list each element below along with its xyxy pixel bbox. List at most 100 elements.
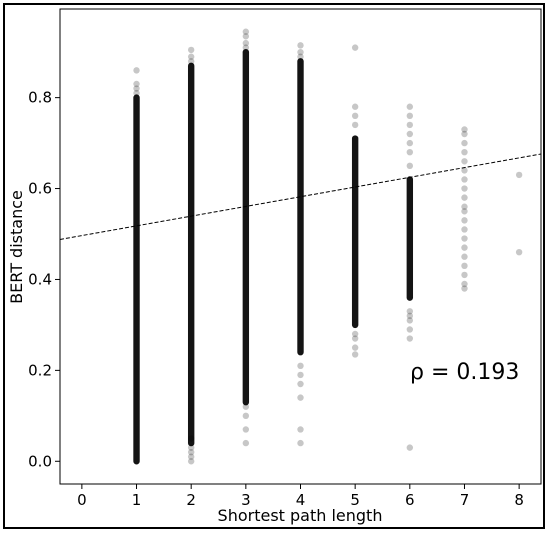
trend-line-group xyxy=(59,153,542,240)
scatter-point xyxy=(406,317,414,324)
scatter-point xyxy=(351,44,359,51)
y-axis-ticks: 0.0 0.2 0.4 0.6 0.8 xyxy=(28,89,60,470)
x-tick-label: 0 xyxy=(77,491,87,509)
scatter-point xyxy=(461,226,468,233)
scatter-point xyxy=(242,412,250,420)
x-tick-label: 4 xyxy=(296,491,306,509)
scatter-point xyxy=(406,444,414,451)
scatter-point xyxy=(297,439,304,447)
x-tick-label: 3 xyxy=(241,491,251,509)
scatter-point xyxy=(351,335,359,342)
scatter-point xyxy=(461,185,468,192)
scatter-point xyxy=(461,217,468,224)
scatter-point xyxy=(242,28,250,35)
scatter-point xyxy=(461,167,468,174)
x-axis-label: Shortest path length xyxy=(218,506,383,525)
scatter-point xyxy=(406,308,414,315)
scatter-point xyxy=(461,208,468,215)
scatter-point xyxy=(187,46,195,54)
scatter-point xyxy=(187,53,195,60)
scatter-point xyxy=(187,444,195,451)
scatter-point xyxy=(406,130,414,138)
scatter-point xyxy=(297,53,304,60)
scatter-point xyxy=(461,235,468,242)
dense-point-cluster xyxy=(351,135,359,329)
scatter-point xyxy=(297,380,304,388)
scatter-point xyxy=(187,453,195,460)
scatter-point xyxy=(406,335,414,342)
scatter-point xyxy=(351,112,359,120)
scatter-point xyxy=(461,176,468,183)
scatter-point xyxy=(242,403,250,410)
scatter-point xyxy=(242,39,250,47)
x-tick-label: 8 xyxy=(514,491,524,509)
y-tick-label: 0.8 xyxy=(28,89,52,107)
scatter-point xyxy=(133,80,140,88)
scatter-point xyxy=(351,351,359,358)
scatter-point xyxy=(461,130,468,138)
dense-point-cluster xyxy=(187,62,195,447)
scatter-point xyxy=(133,67,140,74)
scatter-point xyxy=(351,344,359,351)
scatter-point xyxy=(461,139,468,147)
scatter-point xyxy=(242,33,250,40)
scatter-point xyxy=(406,148,414,156)
dense-point-cluster xyxy=(133,94,140,465)
scatter-point xyxy=(297,42,304,49)
scatter-point xyxy=(461,280,468,288)
y-tick-label: 0.2 xyxy=(28,361,52,379)
scatter-point xyxy=(351,330,359,338)
x-tick-label: 7 xyxy=(460,491,470,509)
scatter-point xyxy=(133,85,140,92)
scatter-point xyxy=(242,426,250,433)
scatter-point xyxy=(406,312,414,320)
scatter-point xyxy=(297,371,304,379)
figure-frame xyxy=(3,3,545,529)
correlation-annotation: ρ = 0.193 xyxy=(410,360,519,385)
scatter-point xyxy=(187,435,195,442)
dense-point-cluster xyxy=(242,48,250,406)
scatter-point xyxy=(406,121,414,129)
scatter-point xyxy=(133,89,140,97)
scatter-point xyxy=(461,126,468,133)
x-axis-ticks: 0 1 2 3 4 5 6 7 8 xyxy=(77,484,524,509)
trend-line xyxy=(59,153,542,240)
scatter-point xyxy=(461,271,468,279)
x-tick-label: 6 xyxy=(405,491,415,509)
y-tick-label: 0.0 xyxy=(28,452,52,470)
scatter-point xyxy=(297,362,304,370)
scatter-point xyxy=(461,253,468,260)
scatter-point xyxy=(406,139,414,147)
y-axis-label: BERT distance xyxy=(7,190,26,304)
scatter-point xyxy=(297,394,304,401)
scatter-point xyxy=(461,285,468,292)
scatter-point xyxy=(406,103,414,110)
scatter-point xyxy=(297,426,304,433)
scatter-point xyxy=(242,439,250,447)
scatter-point xyxy=(461,194,468,201)
scatter-point xyxy=(351,121,359,129)
data-points xyxy=(133,28,523,465)
scatter-point xyxy=(406,162,414,170)
scatter-point xyxy=(406,326,414,333)
scatter-point xyxy=(297,48,304,56)
scatter-point xyxy=(187,448,195,456)
scatter-point xyxy=(406,112,414,120)
x-tick-label: 1 xyxy=(132,491,142,509)
dense-point-cluster xyxy=(297,58,304,356)
scatter-point xyxy=(461,262,468,270)
scatter-point xyxy=(242,44,250,51)
y-tick-label: 0.4 xyxy=(28,270,52,288)
scatter-point xyxy=(515,248,523,256)
x-tick-label: 2 xyxy=(186,491,196,509)
scatter-point xyxy=(351,103,359,110)
scatter-point xyxy=(461,158,468,165)
dense-point-cluster xyxy=(406,176,414,301)
scatter-point xyxy=(461,244,468,251)
scatter-point xyxy=(461,148,468,156)
scatter-point xyxy=(187,458,195,465)
x-tick-label: 5 xyxy=(350,491,360,509)
scatter-point xyxy=(187,58,195,65)
scatter-point xyxy=(515,171,523,179)
